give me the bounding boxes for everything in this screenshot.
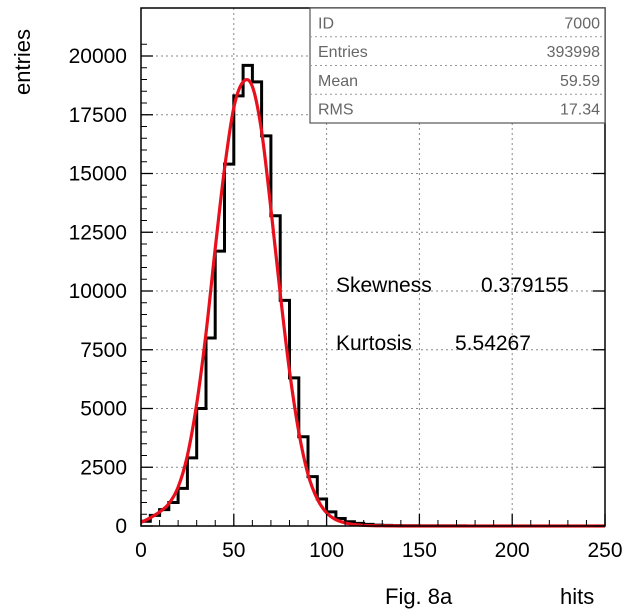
- histogram-bin: [243, 65, 252, 526]
- kurtosis-value: 5.54267: [455, 332, 531, 355]
- y-tick-label: 7500: [80, 339, 127, 362]
- y-tick-label: 15000: [69, 163, 127, 186]
- fit-curve: [140, 78, 605, 528]
- x-tick-labels: 0 50 100 150 200 250: [135, 539, 622, 562]
- x-axis-title: hits: [560, 584, 594, 609]
- stats-box: ID 7000 Entries 393998 Mean 59.59 RMS 17.34: [309, 7, 606, 124]
- stats-value: 393998: [547, 44, 600, 61]
- histogram-bin: [252, 82, 261, 526]
- kurtosis-annotation: Kurtosis 5.54267: [336, 332, 531, 355]
- y-tick-labels: 0 2500 5000 7500 10000 12500 15000 17500 20000: [69, 45, 127, 538]
- axis-ticks: [140, 43, 606, 527]
- x-tick-label: 200: [495, 539, 530, 562]
- fit-series: [140, 78, 605, 528]
- y-tick-label: 10000: [69, 280, 127, 303]
- x-tick-label: 150: [402, 539, 437, 562]
- stats-value: 59.59: [560, 73, 600, 90]
- y-tick-label: 17500: [69, 104, 127, 127]
- stats-label: RMS: [318, 102, 354, 119]
- skewness-annotation: Skewness 0.379155: [336, 274, 569, 297]
- y-tick-label: 0: [115, 515, 127, 538]
- stats-value: 17.34: [560, 102, 600, 119]
- x-tick-label: 0: [135, 539, 147, 562]
- stats-label: Entries: [318, 44, 368, 61]
- x-tick-label: 100: [309, 539, 344, 562]
- y-tick-label: 12500: [69, 221, 127, 244]
- skewness-value: 0.379155: [481, 274, 569, 297]
- x-tick-label: 50: [222, 539, 245, 562]
- y-tick-label: 5000: [80, 398, 127, 421]
- kurtosis-label: Kurtosis: [336, 332, 412, 355]
- stats-value: 7000: [564, 15, 600, 32]
- y-axis-title: entries: [10, 29, 35, 95]
- y-tick-label: 2500: [80, 456, 127, 479]
- x-tick-label: 250: [587, 539, 622, 562]
- stats-label: Mean: [318, 73, 358, 90]
- y-tick-label: 20000: [69, 45, 127, 68]
- figure-label: Fig. 8a: [385, 584, 453, 609]
- stats-label: ID: [318, 15, 334, 32]
- skewness-label: Skewness: [336, 274, 432, 297]
